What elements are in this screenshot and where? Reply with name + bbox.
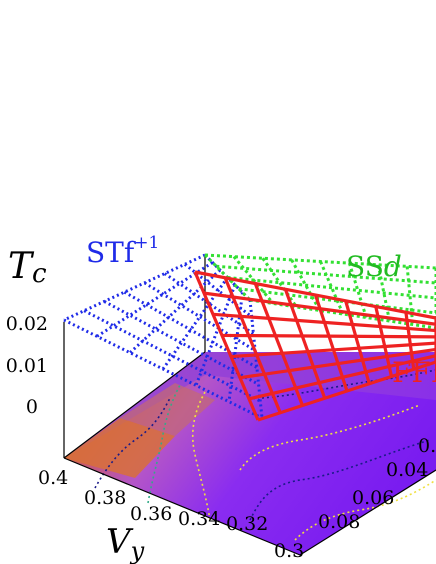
ffi-grid-line [374, 306, 394, 377]
vy-tick: 0.38 [84, 487, 126, 509]
ffi-grid-line [193, 271, 260, 421]
stf-grid-line [227, 292, 244, 402]
vy-tick: 0.32 [226, 513, 268, 535]
ffi-grid [193, 270, 436, 422]
ffi-grid-line [194, 270, 436, 320]
region-label-ssd: SSd [346, 250, 402, 283]
depth-tick: 0.04 [386, 459, 428, 481]
ffi-grid-line [221, 333, 436, 339]
vy-tick: 0.34 [178, 508, 220, 530]
ssd-grid-line [227, 276, 436, 300]
vy-tick: 0.36 [130, 503, 172, 525]
z-axis-label: Tc [8, 246, 47, 289]
ffi-grid-line [212, 312, 436, 333]
stf-grid-line [63, 318, 263, 420]
z-tick: 0.02 [6, 313, 48, 335]
axis-frame [63, 255, 206, 459]
vy-tick: 0.3 [274, 540, 304, 562]
stf-grid-line [161, 276, 229, 370]
ffi-grid-line [283, 288, 327, 399]
ffi-grid-line [257, 360, 436, 422]
depth-tick: 0.08 [318, 511, 360, 533]
ffi-grid-line [248, 354, 436, 401]
depth-ticks: 0. 0.04 0.06 0.08 [318, 435, 436, 533]
stf-grid-line [143, 281, 256, 352]
stf-grid-line [103, 300, 260, 386]
vy-ticks: 0.4 0.38 0.36 0.34 0.32 0.3 [38, 467, 304, 562]
z-ticks: 0.02 0.01 0 [6, 313, 48, 418]
region-label-stf: STf+1 [86, 233, 159, 269]
ssd-grid-line [204, 253, 436, 270]
depth-tick: 0. [418, 435, 436, 457]
ffi-grid-line [230, 341, 436, 359]
ffi-grid-line [313, 294, 349, 392]
vy-tick: 0.4 [38, 467, 68, 489]
ffi-grid-line [344, 300, 371, 385]
stf-grid-line [183, 263, 253, 319]
depth-tick: 0.06 [352, 487, 394, 509]
stf-grid-line [63, 253, 206, 322]
ssd-grid-line [290, 259, 322, 312]
vy-axis-label: Vy [106, 522, 145, 564]
z-tick: 0 [26, 396, 38, 418]
stf-grid-line [128, 268, 222, 354]
ffi-grid-line [253, 282, 304, 407]
ssd-grid-line [216, 264, 436, 285]
ffi-grid-line [223, 277, 282, 414]
floor-surface [63, 352, 436, 556]
region-label-ffi: FFI [392, 356, 436, 389]
ffi-grid-line [239, 347, 436, 380]
floor-contours [94, 369, 436, 541]
z-tick: 0.01 [6, 355, 48, 377]
ffi-grid-line [203, 291, 436, 326]
ssd-grid-line [261, 257, 298, 308]
